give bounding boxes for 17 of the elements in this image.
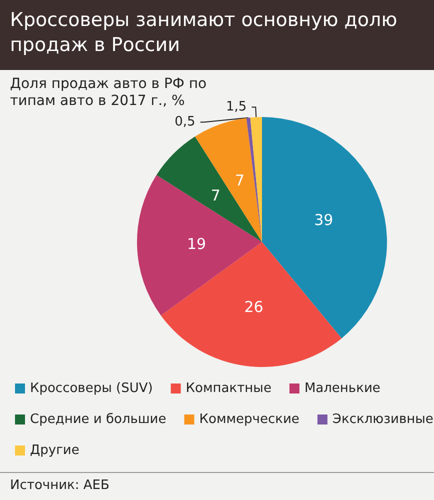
chart-subtitle: Доля продаж авто в РФ по типам авто в 2017 г., % — [10, 76, 207, 109]
legend-label: Средние и большие — [30, 412, 166, 427]
legend-label: Эксклюзивные — [332, 412, 434, 427]
legend-label: Коммерческие — [199, 412, 300, 427]
chart-title: Кроссоверы занимают основную долю продаж в России — [0, 0, 434, 70]
legend-label: Маленькие — [304, 381, 380, 396]
legend-label: Другие — [30, 443, 80, 458]
text: Источник: АЕБ — [10, 478, 110, 493]
data-label: 26 — [244, 298, 264, 316]
data-label: 0,5 — [174, 114, 196, 130]
data-label: 7 — [210, 186, 220, 205]
legend-label: Кроссоверы (SUV) — [30, 381, 153, 396]
legend-label: Компактные — [186, 381, 272, 396]
data-label: 1,5 — [226, 100, 247, 115]
data-label: 7 — [235, 171, 245, 190]
data-label: 19 — [186, 235, 206, 254]
data-label: 39 — [314, 210, 334, 229]
